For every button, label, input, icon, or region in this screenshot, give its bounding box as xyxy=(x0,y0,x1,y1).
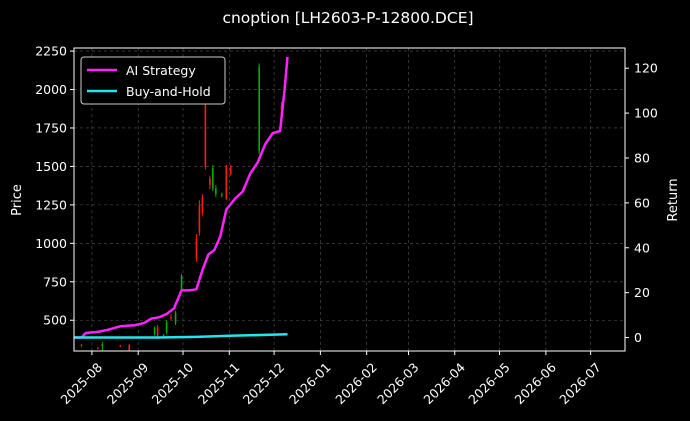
legend-label-ai-strategy: AI Strategy xyxy=(126,63,196,78)
candle-down xyxy=(97,347,99,349)
y-axis-right: 0 20 40 60 80 100 120 xyxy=(625,61,658,345)
y2-tick-label: 20 xyxy=(634,285,650,300)
y-tick-label: 2250 xyxy=(35,44,67,59)
candle-up xyxy=(165,321,168,333)
candle-down xyxy=(209,178,211,185)
candle-down xyxy=(229,166,232,175)
legend-label-buy-and-hold: Buy-and-Hold xyxy=(126,84,211,99)
y-tick-label: 1750 xyxy=(35,120,67,135)
candle-up xyxy=(174,312,177,324)
candle-down xyxy=(170,317,172,319)
plot-area-frame xyxy=(73,47,626,352)
candle-down xyxy=(156,327,159,338)
y2-tick-label: 80 xyxy=(634,150,650,165)
candle-up xyxy=(180,275,183,290)
y2-axis-label: Return xyxy=(666,178,681,221)
candle-down xyxy=(201,197,204,213)
candle-up xyxy=(212,167,214,190)
y-tick-label: 750 xyxy=(43,274,67,289)
candle-up xyxy=(221,194,223,196)
y2-tick-label: 120 xyxy=(634,61,658,76)
candle-up xyxy=(162,334,165,336)
y2-tick-label: 60 xyxy=(634,195,650,210)
candle-down xyxy=(128,344,131,351)
candle-down xyxy=(195,238,198,259)
y-tick-label: 1250 xyxy=(35,197,67,212)
candle-down xyxy=(119,345,122,347)
y2-tick-label: 40 xyxy=(634,240,650,255)
candles xyxy=(80,63,283,351)
y-tick-label: 1000 xyxy=(35,236,67,251)
y-tick-label: 1500 xyxy=(35,159,67,174)
series-line-buy-and-hold xyxy=(74,332,288,339)
y2-tick-label: 100 xyxy=(634,106,658,121)
y-axis-label: Price xyxy=(10,184,25,216)
candle-up xyxy=(153,327,156,335)
series-line-ai-strategy xyxy=(74,56,289,339)
y2-tick-label: 0 xyxy=(634,330,642,345)
y-tick-label: 2000 xyxy=(35,82,67,97)
candle-up xyxy=(215,187,217,195)
candle-down xyxy=(198,204,201,233)
y-axis-left: 500 750 1000 1250 1500 1750 2000 2250 xyxy=(35,44,74,328)
series-lines xyxy=(74,56,289,339)
candle-up xyxy=(258,66,260,152)
candle-down xyxy=(225,166,228,199)
y-tick-label: 500 xyxy=(43,313,67,328)
chart-title: cnoption [LH2603-P-12800.DCE] xyxy=(222,9,473,27)
candle-down xyxy=(204,104,207,167)
candle-down xyxy=(80,344,83,346)
candle-up xyxy=(101,344,104,347)
legend: AI Strategy Buy-and-Hold xyxy=(80,56,226,105)
